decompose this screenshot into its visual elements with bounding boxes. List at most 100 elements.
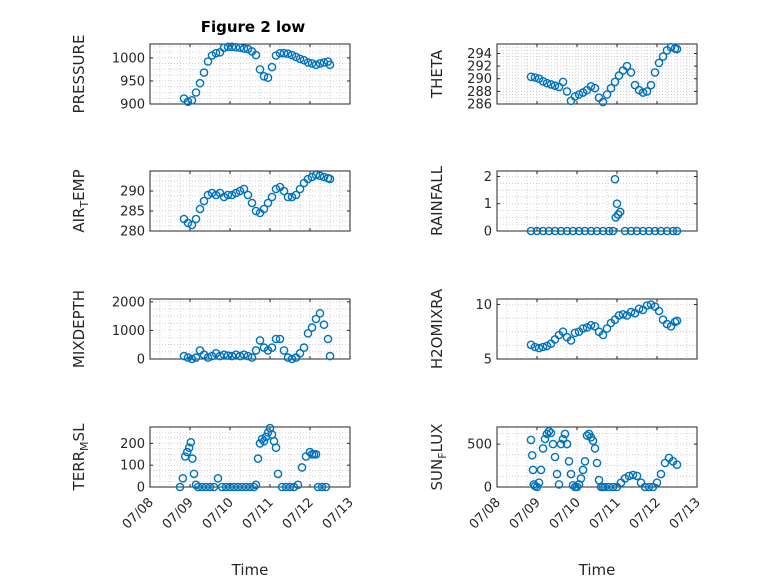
data-point [295, 54, 305, 64]
data-point [203, 57, 213, 66]
data-point [606, 83, 616, 93]
y-tick-label: 2 [484, 170, 492, 185]
data-point [590, 321, 600, 331]
y-tick-label: 294 [467, 47, 492, 62]
y-axis-label: PRESSURE [70, 35, 88, 114]
data-point [219, 192, 229, 202]
data-point [255, 336, 265, 345]
data-point [221, 482, 231, 492]
data-point [175, 482, 185, 492]
data-point [311, 170, 321, 180]
data-point [291, 52, 301, 62]
data-point [574, 226, 584, 236]
data-point [588, 436, 598, 446]
data-point [632, 471, 642, 481]
data-point [183, 353, 193, 362]
data-point [666, 42, 676, 52]
data-point [271, 184, 281, 194]
x-tick-label: 07/10 [200, 495, 237, 532]
data-point [255, 65, 265, 74]
data-point [526, 72, 536, 82]
data-point [187, 96, 197, 105]
data-point [188, 454, 197, 463]
data-point [267, 343, 277, 352]
data-point [656, 469, 666, 479]
y-tick-label: 10 [475, 298, 492, 313]
data-point [552, 469, 562, 479]
data-point [259, 204, 269, 214]
data-point [548, 439, 558, 449]
data-point [325, 351, 335, 361]
data-point [644, 482, 654, 492]
data-point [642, 301, 652, 310]
data-point [628, 470, 638, 480]
data-point [247, 198, 257, 208]
data-point [225, 482, 235, 492]
data-point [558, 77, 568, 87]
axes-box [496, 170, 698, 232]
data-point [195, 78, 205, 88]
y-tick-label: 1000 [112, 51, 145, 66]
data-point [574, 90, 584, 99]
data-point [668, 226, 678, 236]
x-tick-label: 07/10 [547, 495, 584, 532]
data-point [235, 351, 245, 361]
data-point [217, 482, 227, 492]
data-point [592, 226, 602, 236]
data-point [307, 323, 317, 332]
data-point [650, 226, 660, 236]
data-point [235, 186, 245, 196]
data-point [263, 73, 273, 82]
data-point [527, 450, 537, 460]
data-point [602, 90, 612, 99]
data-point [279, 346, 289, 355]
y-tick-label: 292 [467, 60, 492, 75]
data-point [231, 350, 241, 360]
x-axis-label: Time [231, 561, 269, 579]
data-point [538, 226, 548, 236]
data-point [566, 336, 576, 345]
data-point [189, 469, 199, 479]
data-point [604, 226, 614, 236]
data-point [287, 50, 297, 60]
data-point [283, 192, 293, 202]
data-point [249, 482, 259, 492]
data-point [251, 346, 261, 355]
data-point [315, 171, 325, 181]
data-point [614, 311, 624, 320]
y-axis-label: THETA [428, 49, 446, 99]
data-point [618, 309, 628, 319]
data-point [652, 478, 662, 488]
data-point [615, 207, 625, 217]
y-tick-label: 1000 [112, 324, 145, 339]
data-point [239, 350, 249, 360]
data-point [287, 192, 297, 202]
data-point [239, 184, 249, 194]
data-point [183, 218, 193, 228]
data-point [558, 327, 568, 337]
data-point [654, 306, 664, 316]
panel-pressure: 900 950 1000 PRESSURE [70, 35, 351, 114]
data-point [195, 204, 205, 214]
data-point [602, 324, 612, 333]
data-point [570, 328, 580, 338]
data-point [267, 192, 277, 202]
data-point [203, 190, 213, 200]
data-point [582, 431, 592, 440]
panel-rainfall: 0 1 2 RAINFALL [428, 165, 698, 240]
data-point [183, 97, 193, 106]
data-point [187, 220, 197, 230]
data-point [526, 226, 536, 236]
data-point [576, 474, 586, 483]
data-point [586, 82, 596, 91]
y-tick-label: 950 [120, 74, 145, 89]
y-tick-label: 285 [120, 205, 145, 220]
axes-box [496, 298, 698, 360]
data-point [586, 226, 596, 236]
data-point [638, 226, 648, 236]
data-point [600, 482, 610, 492]
panel-terr-msl: 0 100 200 07/08 07/09 07/10 07/11 07/12 07/13 Tim… [70, 423, 357, 579]
data-point [243, 351, 253, 361]
data-point [237, 482, 247, 492]
